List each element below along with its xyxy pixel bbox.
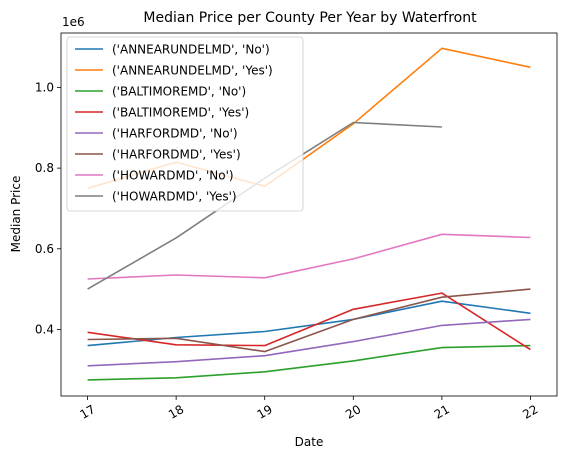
y-axis-ticks: 0.4 0.6 0.8 1.0 bbox=[35, 80, 61, 336]
x-tick-label: 20 bbox=[343, 402, 363, 422]
legend-box bbox=[66, 36, 304, 212]
chart-title: Median Price per County Per Year by Wate… bbox=[143, 10, 477, 26]
series-line-2 bbox=[87, 344, 531, 381]
x-tick-label: 18 bbox=[166, 402, 186, 422]
series-line-3 bbox=[87, 292, 531, 351]
series-line-4 bbox=[87, 318, 531, 367]
legend-label: ('HOWARDMD', 'Yes') bbox=[112, 190, 237, 204]
y-offset-label: 1e6 bbox=[62, 15, 85, 29]
y-tick-label: 0.6 bbox=[35, 242, 54, 256]
legend-label: ('ANNEARUNDELMD', 'No') bbox=[112, 43, 270, 57]
x-tick-label: 17 bbox=[77, 402, 97, 422]
plot-frame bbox=[60, 32, 558, 397]
y-tick-label: 1.0 bbox=[35, 80, 54, 94]
legend-label: ('BALTIMOREMD', 'Yes') bbox=[112, 106, 249, 120]
series-line-6 bbox=[87, 233, 531, 280]
legend-label: ('HOWARDMD', 'No') bbox=[112, 169, 234, 183]
x-axis-label: Date bbox=[295, 435, 324, 449]
y-tick-label: 0.8 bbox=[35, 161, 54, 175]
y-tick-label: 0.4 bbox=[35, 322, 54, 336]
legend-label: ('HARFORDMD', 'No') bbox=[112, 127, 238, 141]
x-axis-ticks: 17 18 19 20 21 22 bbox=[77, 396, 541, 422]
legend: ('ANNEARUNDELMD', 'No') ('ANNEARUNDELMD',… bbox=[66, 36, 304, 212]
y-axis-label: Median Price bbox=[9, 176, 23, 253]
x-tick-label: 22 bbox=[520, 402, 540, 422]
legend-label: ('HARFORDMD', 'Yes') bbox=[112, 148, 241, 162]
legend-label: ('BALTIMOREMD', 'No') bbox=[112, 85, 246, 99]
x-tick-label: 21 bbox=[432, 402, 452, 422]
legend-label: ('ANNEARUNDELMD', 'Yes') bbox=[112, 64, 273, 78]
series-line-5 bbox=[87, 288, 531, 353]
x-tick-label: 19 bbox=[255, 402, 275, 422]
